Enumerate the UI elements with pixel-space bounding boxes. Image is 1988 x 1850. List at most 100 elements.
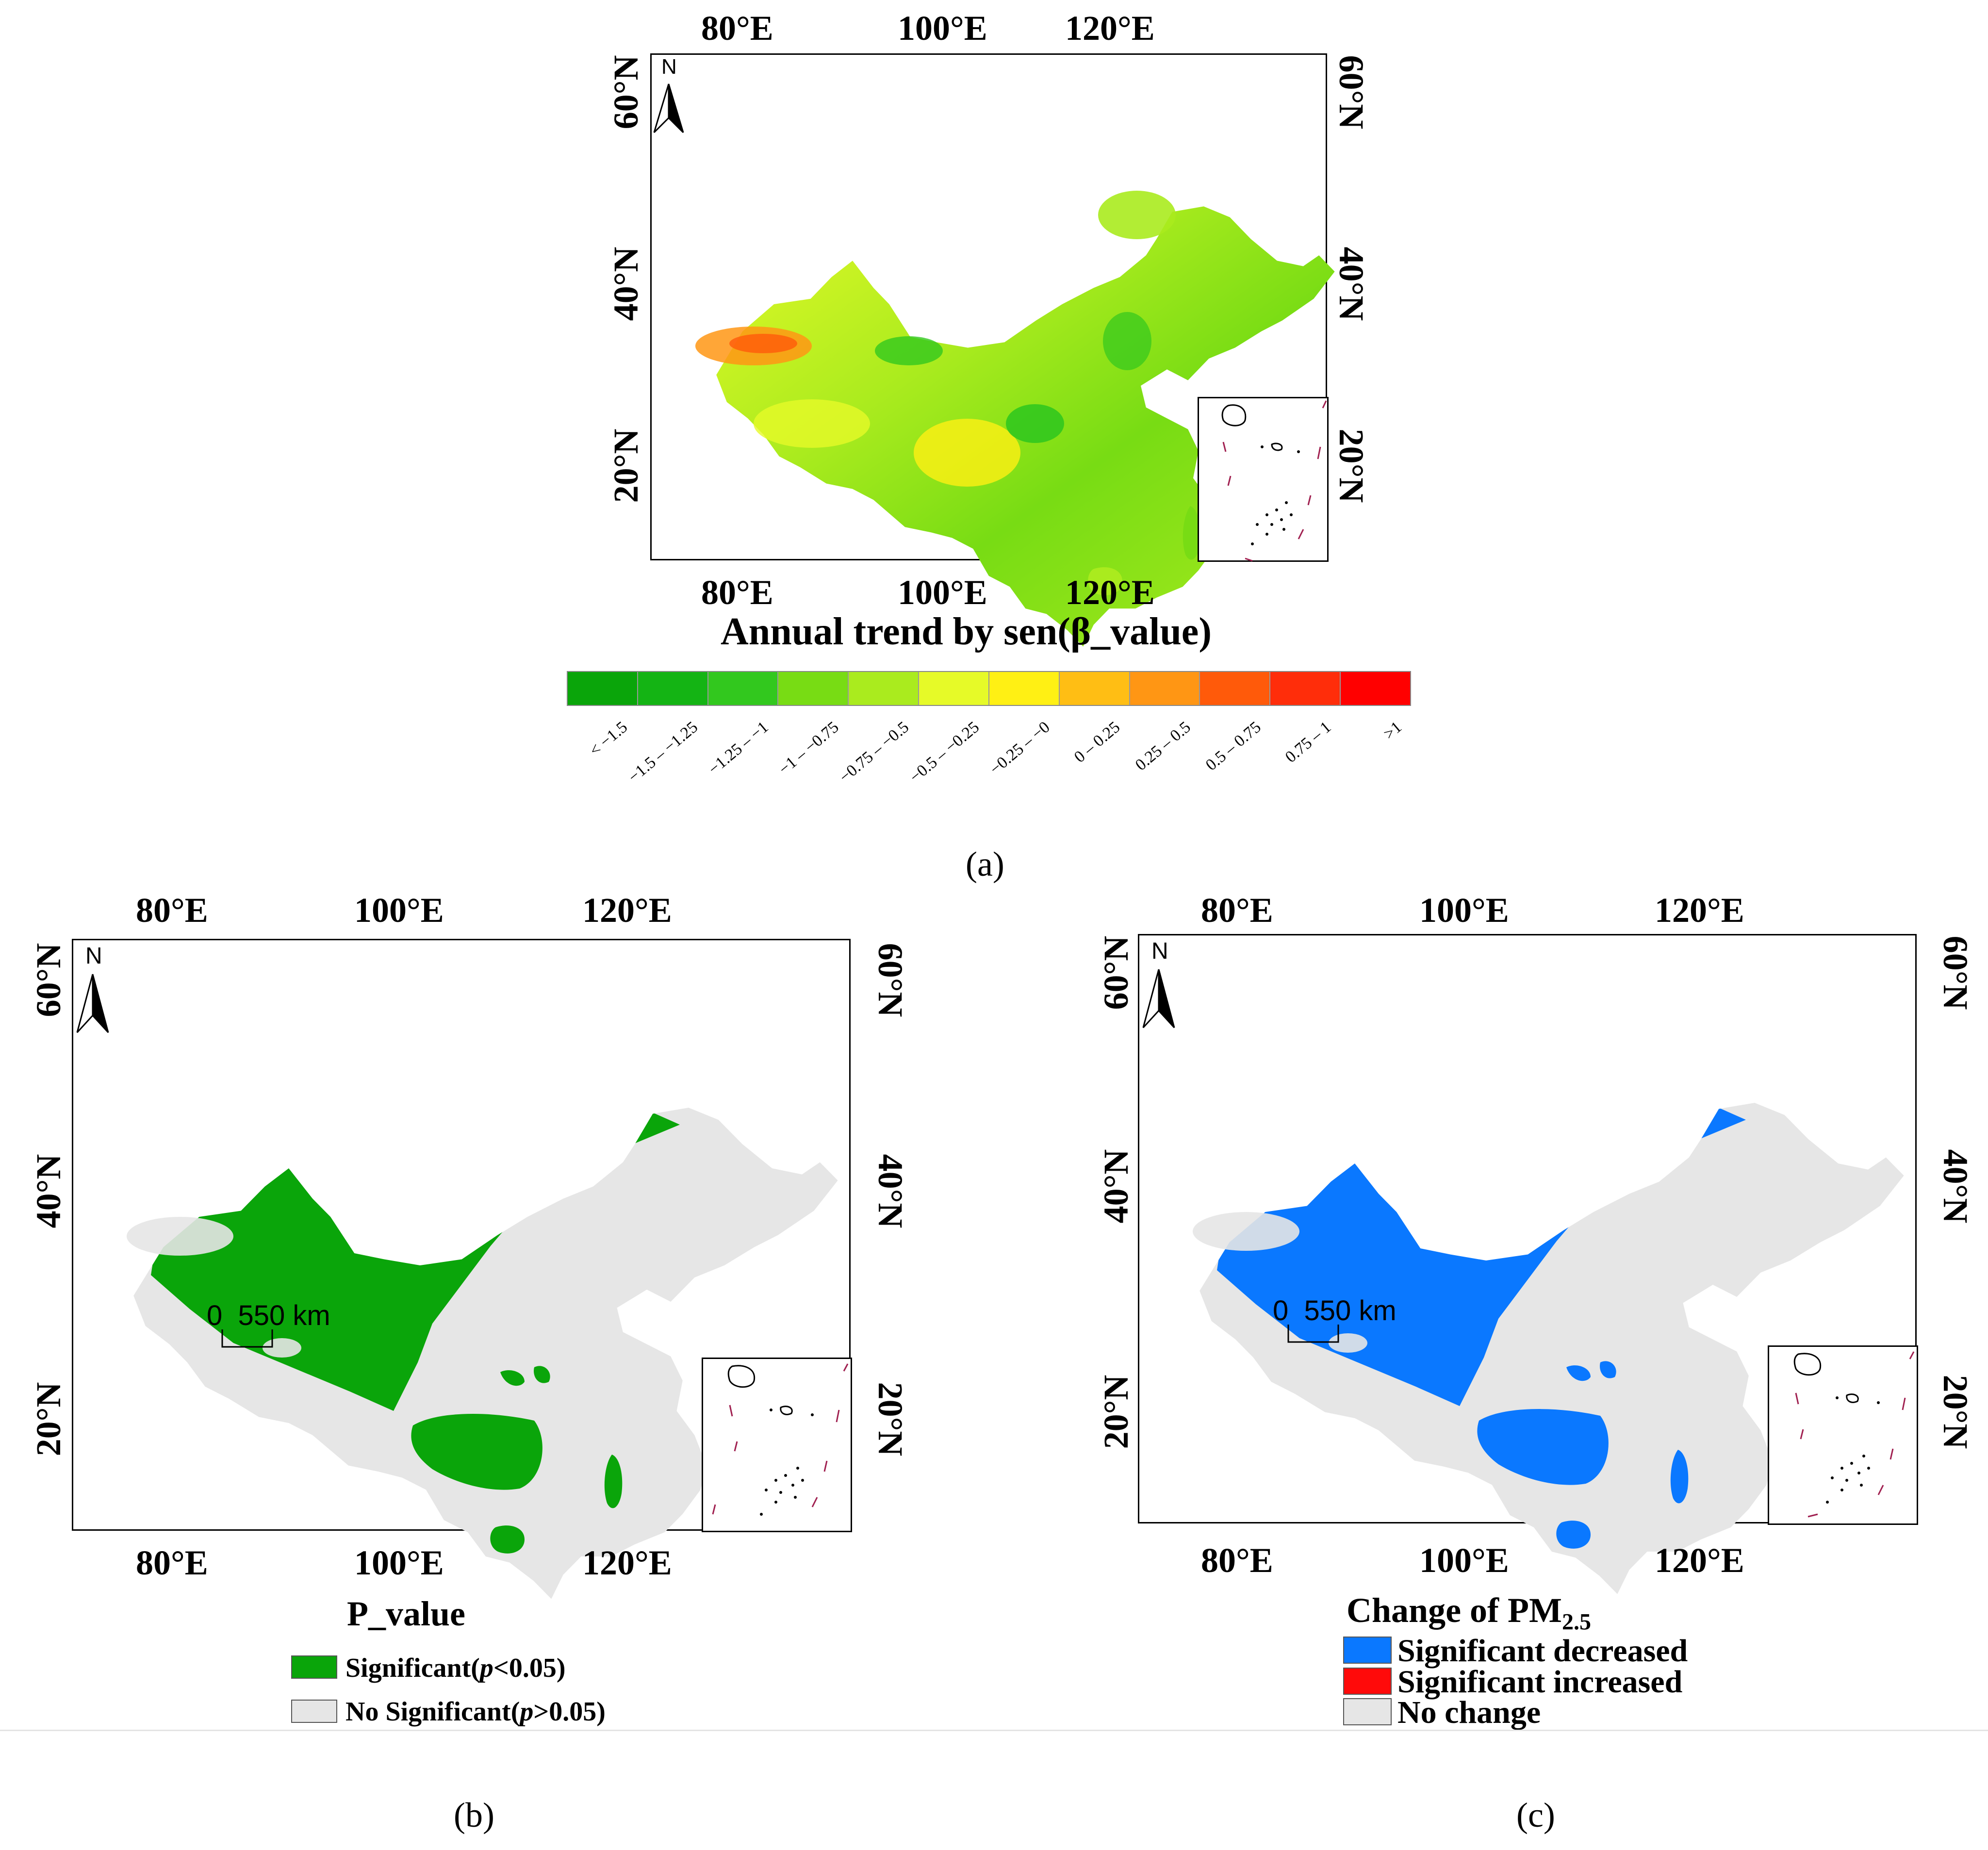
color-bar-label: −1.25 – −1 xyxy=(705,718,772,779)
lon-label-100e-bottom: 100°E xyxy=(898,573,987,612)
lon-label-80e-top-b: 80°E xyxy=(136,891,208,930)
color-bar-label: −0.5 – −0.25 xyxy=(906,718,983,786)
north-label-c: N xyxy=(1151,938,1168,964)
color-bar-cell xyxy=(708,672,779,705)
color-bar-label: 0.75 – 1 xyxy=(1282,718,1335,767)
inset-map xyxy=(1221,400,1327,562)
legend-label-no-change: No change xyxy=(1397,1695,1541,1730)
lat-label-40n-right-b: 40°N xyxy=(871,1154,910,1228)
lat-label-60n-right-c: 60°N xyxy=(1936,935,1975,1010)
lon-label-120e-bottom: 120°E xyxy=(1065,573,1155,612)
lon-label-120e-bottom-c: 120°E xyxy=(1655,1541,1744,1580)
lat-label-20n-left: 20°N xyxy=(607,428,645,503)
legend-label-decreased: Significant decreased xyxy=(1397,1633,1688,1669)
color-bar-cell xyxy=(778,672,849,705)
legend-swatch-decreased xyxy=(1343,1637,1392,1664)
legend-label-significant: Significant(p<0.05) xyxy=(345,1653,566,1683)
lon-label-100e-top-c: 100°E xyxy=(1419,891,1509,930)
color-bar-labels: < −1.5 −1.5 – −1.25 −1.25 – −1 −1 – −0.75 −0… xyxy=(567,713,1411,810)
lat-label-20n-left-b: 20°N xyxy=(29,1382,68,1457)
north-label-b: N xyxy=(85,943,102,969)
color-bar-cell xyxy=(1059,672,1130,705)
lon-label-100e-bottom-b: 100°E xyxy=(354,1543,444,1582)
scale-bar-label-c: 0 550 km xyxy=(1273,1295,1397,1326)
color-bar-label: −0.25 – −0 xyxy=(986,718,1053,779)
color-bar-cell xyxy=(1270,672,1341,705)
legend-swatch-increased xyxy=(1343,1668,1392,1695)
lat-label-40n-left-b: 40°N xyxy=(29,1154,68,1228)
lon-label-80e-top: 80°E xyxy=(701,9,773,48)
north-arrow-icon xyxy=(653,83,684,133)
lon-label-120e-bottom-b: 120°E xyxy=(582,1543,672,1582)
legend-title-a: Annual trend by sen(β_value) xyxy=(721,610,1212,653)
south-china-sea-inset-b xyxy=(702,1358,852,1532)
lat-label-20n-right-b: 20°N xyxy=(871,1382,910,1457)
lon-label-120e-top-b: 120°E xyxy=(582,891,672,930)
lat-label-40n-left-c: 40°N xyxy=(1097,1149,1135,1224)
scale-bar-b xyxy=(221,1329,273,1348)
lon-label-120e-top: 120°E xyxy=(1065,9,1155,48)
lon-label-100e-top: 100°E xyxy=(898,9,987,48)
scale-bar-label-b: 0 550 km xyxy=(207,1300,330,1331)
caption-b: (b) xyxy=(454,1796,494,1834)
north-label: N xyxy=(661,55,677,79)
color-bar-label: >1 xyxy=(1380,718,1405,743)
map-frame-c: N 0 550 km xyxy=(1138,934,1918,1594)
color-bar-cell xyxy=(989,672,1060,705)
color-bar-label: −0.75 – −0.5 xyxy=(836,718,913,786)
legend-title-b: P_value xyxy=(347,1594,465,1633)
caption-a: (a) xyxy=(966,845,1004,884)
color-bar-cell xyxy=(638,672,708,705)
lat-label-20n-right-c: 20°N xyxy=(1936,1375,1975,1449)
legend-swatch-significant xyxy=(291,1655,337,1679)
lon-label-80e-bottom-c: 80°E xyxy=(1201,1541,1273,1580)
color-bar-label: −1 – −0.75 xyxy=(775,718,842,779)
north-arrow-icon-b xyxy=(76,974,109,1033)
lat-label-20n-left-c: 20°N xyxy=(1097,1375,1135,1449)
lon-label-80e-top-c: 80°E xyxy=(1201,891,1273,930)
color-bar-label: 0 – 0.25 xyxy=(1071,718,1124,767)
lat-label-60n-left: 60°N xyxy=(607,55,645,130)
legend-swatch-no-significant xyxy=(291,1700,337,1723)
lat-label-40n-right-c: 40°N xyxy=(1936,1149,1975,1224)
caption-c: (c) xyxy=(1516,1796,1555,1834)
lon-label-80e-bottom-b: 80°E xyxy=(136,1543,208,1582)
color-bar-label: 0.25 – 0.5 xyxy=(1132,718,1194,774)
scale-bar-c xyxy=(1287,1325,1339,1343)
legend-title-c: Change of PM2.5 xyxy=(1347,1591,1591,1635)
legend-swatch-no-change xyxy=(1343,1698,1392,1725)
lat-label-40n-right: 40°N xyxy=(1332,246,1371,321)
color-bar-cell xyxy=(1200,672,1271,705)
lat-label-60n-right: 60°N xyxy=(1332,55,1371,130)
south-china-sea-inset-c xyxy=(1768,1345,1918,1525)
color-bar-label: 0.5 – 0.75 xyxy=(1202,718,1265,774)
lon-label-100e-top-b: 100°E xyxy=(354,891,444,930)
color-bar-cell xyxy=(1341,672,1410,705)
map-frame-b: N 0 550 km xyxy=(72,939,852,1599)
lon-label-100e-bottom-c: 100°E xyxy=(1419,1541,1509,1580)
lat-label-60n-left-b: 60°N xyxy=(29,943,68,1017)
color-bar-cell xyxy=(849,672,920,705)
lon-label-120e-top-c: 120°E xyxy=(1655,891,1744,930)
lat-label-60n-right-b: 60°N xyxy=(871,943,910,1017)
color-bar xyxy=(567,671,1411,706)
map-frame-a: N xyxy=(650,53,1335,647)
lat-label-40n-left: 40°N xyxy=(607,246,645,321)
color-bar-cell xyxy=(568,672,638,705)
color-bar-label: −1.5 – −1.25 xyxy=(625,718,702,786)
north-arrow-icon-c xyxy=(1142,969,1175,1029)
lat-label-20n-right: 20°N xyxy=(1332,428,1371,503)
color-bar-cell xyxy=(1130,672,1200,705)
color-bar-label: < −1.5 xyxy=(586,718,631,760)
trend-map xyxy=(695,191,1335,647)
legend-label-increased: Significant increased xyxy=(1397,1664,1683,1700)
south-china-sea-inset xyxy=(1198,397,1329,562)
inset-map-c xyxy=(1793,1351,1915,1518)
pm25-change-map xyxy=(1193,1103,1904,1594)
inset-map-b xyxy=(712,1363,849,1516)
lon-label-80e-bottom: 80°E xyxy=(701,573,773,612)
color-bar-cell xyxy=(919,672,989,705)
divider xyxy=(0,1730,1988,1731)
lat-label-60n-left-c: 60°N xyxy=(1097,935,1135,1010)
significance-map xyxy=(127,1108,838,1599)
